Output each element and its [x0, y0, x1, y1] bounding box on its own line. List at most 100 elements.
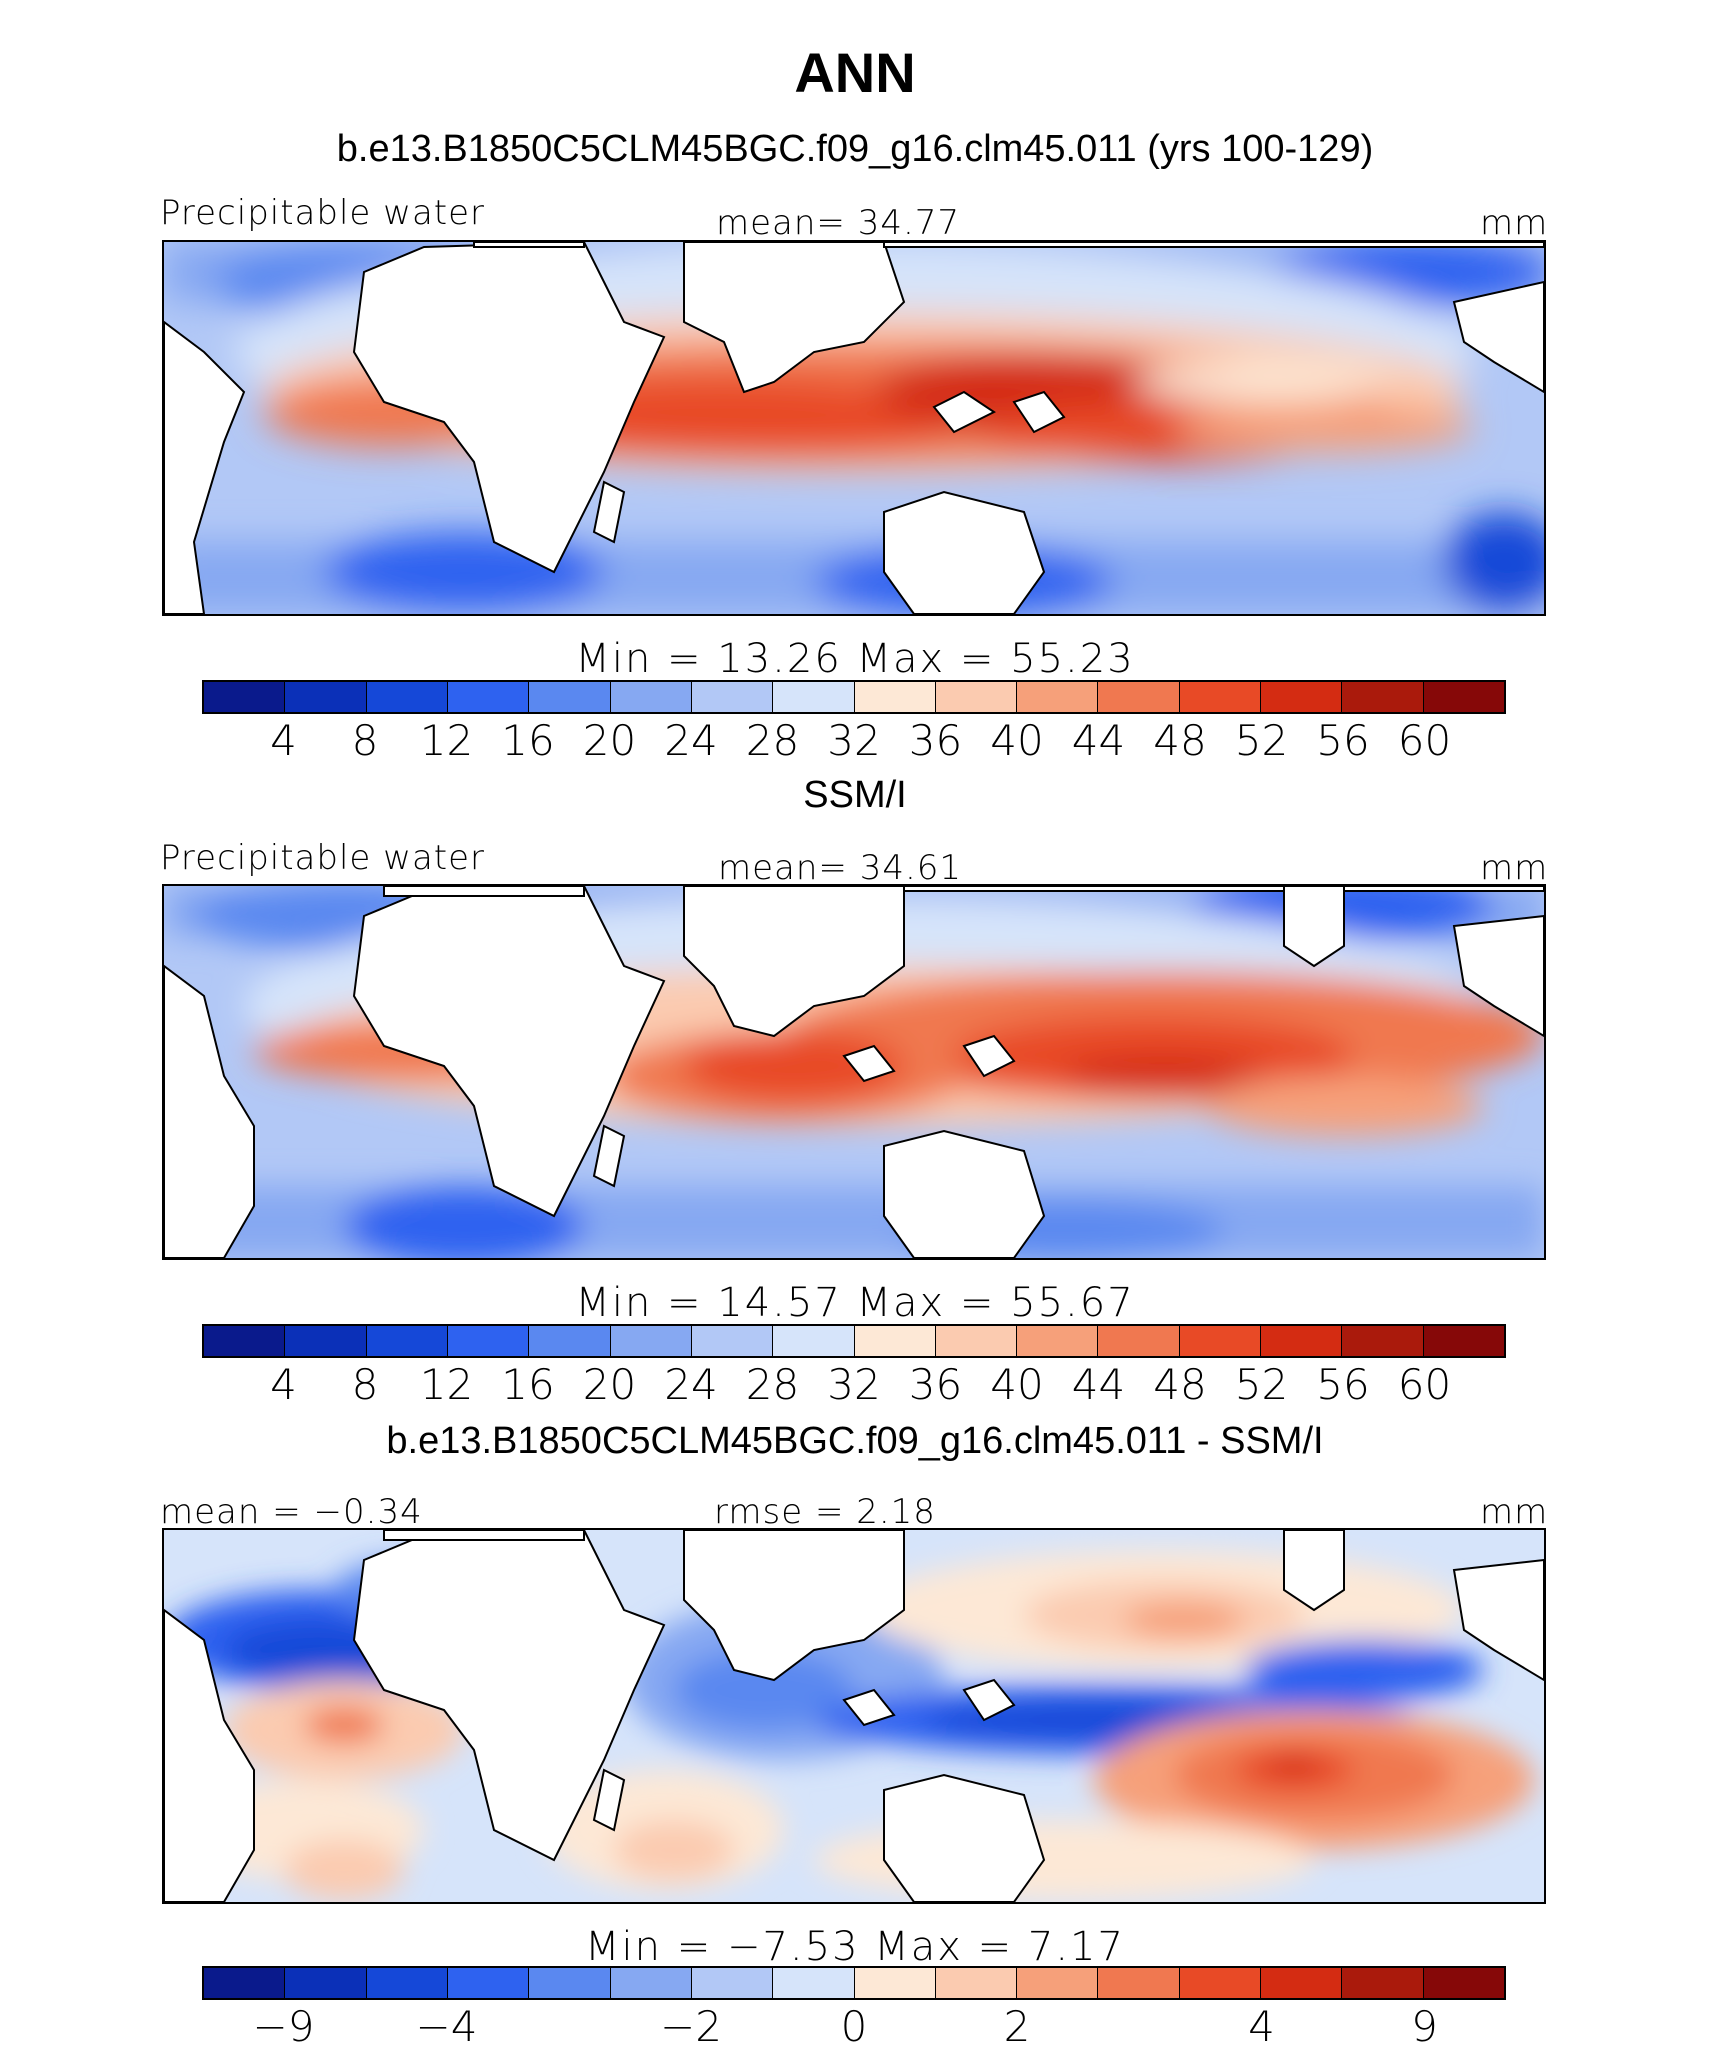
colorbar-tick-label: 12	[419, 1360, 474, 1409]
colorbar-tick-label: 2	[1003, 2002, 1031, 2051]
panel3-min-max: Min = −7.53 Max = 7.17	[585, 1924, 1125, 1970]
colorbar-swatch	[1342, 1326, 1424, 1356]
panel3-map	[162, 1528, 1546, 1904]
colorbar-tick-label: 32	[827, 716, 881, 765]
colorbar-swatch	[1423, 1326, 1504, 1356]
colorbar-swatch	[610, 682, 692, 712]
colorbar-tick-label: 16	[501, 1360, 555, 1409]
panel3-colorbar	[202, 1966, 1506, 2000]
panel2-min-max: Min = 14.57 Max = 55.67	[575, 1280, 1135, 1326]
colorbar-swatch	[1342, 1968, 1424, 1998]
colorbar-tick-label: 60	[1397, 716, 1452, 765]
colorbar-swatch	[935, 1326, 1018, 1356]
colorbar-swatch	[1261, 682, 1343, 712]
colorbar-swatch	[854, 682, 936, 712]
colorbar-tick-label: 56	[1316, 1360, 1370, 1409]
colorbar-tick-label: 9	[1411, 2002, 1438, 2051]
panel3-rmse-label: rmse = 2.18	[714, 1492, 936, 1532]
colorbar-swatch	[1098, 682, 1180, 712]
colorbar-swatch	[773, 682, 855, 712]
colorbar-tick-label: 4	[270, 1360, 297, 1409]
colorbar-swatch	[935, 682, 1018, 712]
colorbar-tick-label: 4	[270, 716, 297, 765]
panel2-subtitle: SSM/I	[803, 774, 907, 816]
colorbar-swatch	[447, 682, 530, 712]
panel2-colorbar	[202, 1324, 1506, 1358]
colorbar-swatch	[1179, 1968, 1262, 1998]
colorbar-tick-label: 12	[419, 716, 474, 765]
colorbar-swatch	[204, 1326, 286, 1356]
colorbar-tick-label: 24	[664, 1360, 718, 1409]
panel1-map	[162, 240, 1546, 616]
colorbar-tick-label: 8	[351, 716, 379, 765]
colorbar-tick-label: 60	[1397, 1360, 1452, 1409]
panel2-mean-label: mean= 34.61	[718, 848, 963, 888]
colorbar-tick-label: 20	[582, 1360, 637, 1409]
colorbar-tick-label: 4	[1248, 2002, 1275, 2051]
panel2-unit-label: mm	[1480, 848, 1549, 888]
colorbar-tick-label: −4	[415, 2002, 478, 2051]
colorbar-swatch	[610, 1326, 692, 1356]
colorbar-swatch	[285, 1326, 367, 1356]
colorbar-swatch	[1261, 1326, 1343, 1356]
figure-title: ANN	[794, 41, 916, 104]
colorbar-swatch	[1017, 682, 1099, 712]
panel3-mean-label: mean = −0.34	[160, 1492, 423, 1532]
colorbar-tick-label: 0	[840, 2002, 868, 2051]
colorbar-tick-label: 16	[501, 716, 555, 765]
panel1-unit-label: mm	[1480, 203, 1549, 243]
panel2-colorbar-ticks: 4 8 12 16 20 24 28 32 36 40 44 48 52 56 60	[0, 1360, 1710, 1410]
colorbar-swatch	[204, 1968, 286, 1998]
colorbar-tick-label: −9	[252, 2002, 315, 2051]
colorbar-swatch	[935, 1968, 1018, 1998]
colorbar-swatch	[529, 682, 611, 712]
colorbar-swatch	[691, 1326, 774, 1356]
colorbar-swatch	[1423, 1968, 1504, 1998]
colorbar-swatch	[1423, 682, 1504, 712]
colorbar-swatch	[204, 682, 286, 712]
colorbar-swatch	[366, 1326, 448, 1356]
colorbar-tick-label: 28	[745, 716, 800, 765]
colorbar-tick-label: 52	[1234, 716, 1289, 765]
colorbar-swatch	[1179, 1326, 1262, 1356]
colorbar-swatch	[366, 682, 448, 712]
panel1-colorbar	[202, 680, 1506, 714]
colorbar-swatch	[285, 682, 367, 712]
colorbar-swatch	[447, 1326, 530, 1356]
colorbar-swatch	[691, 1968, 774, 1998]
panel1-min-max: Min = 13.26 Max = 55.23	[575, 636, 1135, 682]
panel1-colorbar-ticks: 4 8 12 16 20 24 28 32 36 40 44 48 52 56 60	[0, 716, 1710, 766]
colorbar-swatch	[773, 1968, 855, 1998]
colorbar-tick-label: 56	[1316, 716, 1370, 765]
colorbar-swatch	[773, 1326, 855, 1356]
colorbar-swatch	[1342, 682, 1424, 712]
colorbar-swatch	[1017, 1968, 1099, 1998]
colorbar-tick-label: −2	[660, 2002, 722, 2051]
panel3-unit-label: mm	[1480, 1492, 1549, 1532]
colorbar-tick-label: 24	[664, 716, 718, 765]
colorbar-swatch	[1179, 682, 1262, 712]
colorbar-tick-label: 32	[827, 1360, 881, 1409]
panel2-map	[162, 884, 1546, 1260]
colorbar-swatch	[1261, 1968, 1343, 1998]
colorbar-tick-label: 8	[351, 1360, 379, 1409]
colorbar-tick-label: 36	[908, 1360, 963, 1409]
colorbar-tick-label: 36	[908, 716, 963, 765]
colorbar-tick-label: 48	[1153, 716, 1207, 765]
colorbar-tick-label: 40	[990, 1360, 1044, 1409]
colorbar-swatch	[285, 1968, 367, 1998]
colorbar-tick-label: 44	[1071, 716, 1126, 765]
colorbar-swatch	[1017, 1326, 1099, 1356]
colorbar-swatch	[610, 1968, 692, 1998]
colorbar-tick-label: 28	[745, 1360, 800, 1409]
colorbar-swatch	[854, 1968, 936, 1998]
panel1-subtitle: b.e13.B1850C5CLM45BGC.f09_g16.clm45.011 …	[336, 128, 1374, 170]
colorbar-tick-label: 52	[1234, 1360, 1289, 1409]
colorbar-swatch	[1098, 1326, 1180, 1356]
colorbar-swatch	[529, 1326, 611, 1356]
colorbar-tick-label: 40	[990, 716, 1044, 765]
colorbar-tick-label: 48	[1153, 1360, 1207, 1409]
panel1-mean-label: mean= 34.77	[716, 203, 961, 243]
colorbar-swatch	[366, 1968, 448, 1998]
panel3-colorbar-ticks: −9 −4 −2 0 2 4 9	[0, 2002, 1710, 2051]
